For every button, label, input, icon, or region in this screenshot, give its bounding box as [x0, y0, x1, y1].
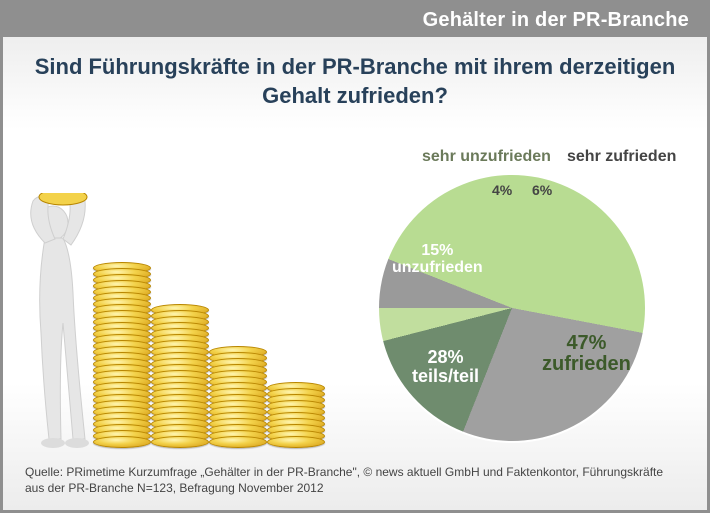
- pie-pct-sehr_unzufrieden: 4%: [492, 183, 512, 198]
- source-text: Quelle: PRimetime Kurzumfrage „Gehälter …: [25, 465, 663, 495]
- pie-label-teils_teil: 28%teils/teil: [412, 348, 479, 386]
- headline: Sind Führungskräfte in der PR-Branche mi…: [3, 53, 707, 110]
- header-title: Gehälter in der PR-Branche: [423, 9, 689, 32]
- coin-icon: [93, 436, 151, 448]
- figure-icon: [15, 193, 105, 448]
- source-citation: Quelle: PRimetime Kurzumfrage „Gehälter …: [25, 464, 685, 496]
- headline-line1: Sind Führungskräfte in der PR-Branche mi…: [35, 54, 676, 79]
- infographic-frame: Gehälter in der PR-Branche Sind Führungs…: [0, 0, 710, 513]
- coin-illustration: [23, 148, 323, 448]
- coin-icon: [267, 436, 325, 448]
- coin-icon: [151, 436, 209, 448]
- coin-stack: [151, 310, 209, 448]
- pie-chart: sehr zufrieden 6% 47%zufrieden 28%teils/tei…: [327, 123, 687, 463]
- coin-icon: [209, 436, 267, 448]
- pie-disc: [377, 173, 647, 443]
- coin-stack: [267, 388, 325, 448]
- pie-label-zufrieden: 47%zufrieden: [542, 333, 631, 375]
- coin-stack: [93, 268, 151, 448]
- pie-label-sehr_unzufrieden: sehr unzufrieden: [422, 148, 551, 166]
- headline-line2: Gehalt zufrieden?: [262, 83, 448, 108]
- pie-label-sehr_zufrieden: sehr zufrieden: [567, 148, 676, 166]
- coin-stack: [209, 352, 267, 448]
- pie-label-unzufrieden: 15%unzufrieden: [392, 243, 483, 277]
- pie-pct-sehr_zufrieden: 6%: [532, 183, 552, 198]
- header-bar: Gehälter in der PR-Branche: [3, 3, 707, 37]
